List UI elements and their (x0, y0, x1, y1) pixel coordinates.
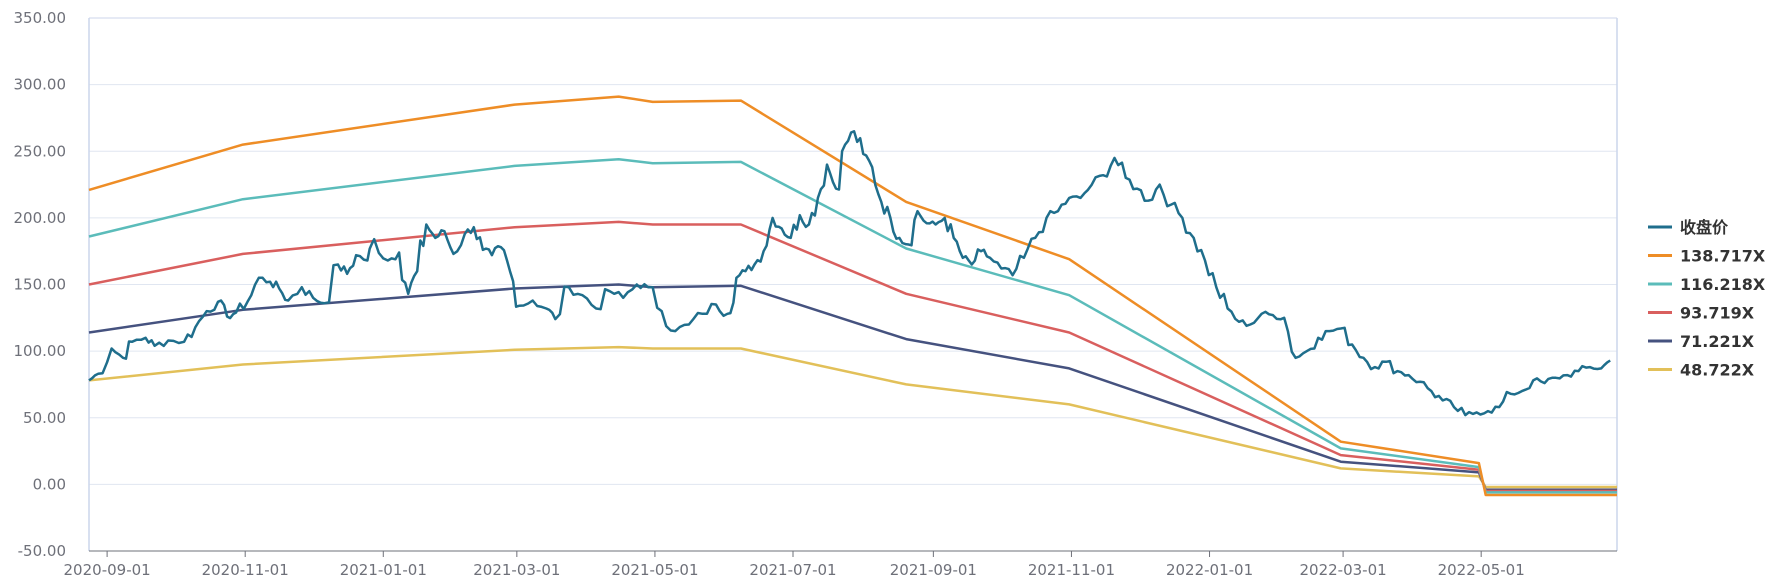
y-tick-label: 350.00 (14, 9, 67, 27)
legend-label: 116.218X (1680, 275, 1766, 294)
x-tick-label: 2022-03-01 (1299, 561, 1386, 579)
x-tick-label: 2020-09-01 (64, 561, 151, 579)
series-line-138.717X (88, 95, 1617, 497)
legend-item[interactable]: 收盘价 (1648, 218, 1729, 237)
legend-label: 收盘价 (1680, 218, 1729, 237)
legend-item[interactable]: 48.722X (1648, 361, 1755, 380)
x-tick-label: 2022-05-01 (1438, 561, 1525, 579)
x-tick-label: 2022-01-01 (1166, 561, 1253, 579)
x-tick-label: 2021-11-01 (1028, 561, 1115, 579)
y-tick-label: 150.00 (14, 276, 67, 294)
legend-label: 93.719X (1680, 304, 1755, 323)
series-line-116.218X (88, 157, 1617, 494)
x-tick-label: 2021-01-01 (340, 561, 427, 579)
x-tick-label: 2021-07-01 (749, 561, 836, 579)
x-tick-label: 2021-03-01 (473, 561, 560, 579)
x-tick-label: 2021-09-01 (890, 561, 977, 579)
legend-label: 48.722X (1680, 361, 1755, 380)
y-axis-tick-labels: 350.00 300.00 250.00 200.00 150.00 100.00 50.0… (14, 9, 67, 560)
x-tick-label: 2021-05-01 (611, 561, 698, 579)
y-tick-label: 0.00 (33, 475, 66, 493)
y-tick-label: 100.00 (14, 342, 67, 360)
y-tick-label: 200.00 (14, 209, 67, 227)
legend-item[interactable]: 71.221X (1648, 332, 1755, 351)
legend-label: 71.221X (1680, 332, 1755, 351)
legend-label: 138.717X (1680, 247, 1766, 266)
series-line-close-price (88, 130, 1611, 417)
series-lines (88, 95, 1617, 497)
y-tick-label: 250.00 (14, 142, 67, 160)
legend-item[interactable]: 138.717X (1648, 247, 1766, 266)
legend-item[interactable]: 116.218X (1648, 275, 1766, 294)
y-tick-label: 300.00 (14, 76, 67, 94)
legend[interactable]: 收盘价 138.717X 116.218X 93.719X 71.221X 48.722X (1648, 218, 1766, 380)
axes (88, 17, 1618, 557)
legend-item[interactable]: 93.719X (1648, 304, 1755, 323)
x-tick-label: 2020-11-01 (202, 561, 289, 579)
y-tick-label: -50.00 (18, 542, 66, 560)
x-axis-tick-labels: 2020-09-01 2020-11-01 2021-01-01 2021-03-01… (64, 561, 1525, 579)
y-tick-label: 50.00 (23, 409, 66, 427)
series-line-93.719X (88, 220, 1617, 493)
